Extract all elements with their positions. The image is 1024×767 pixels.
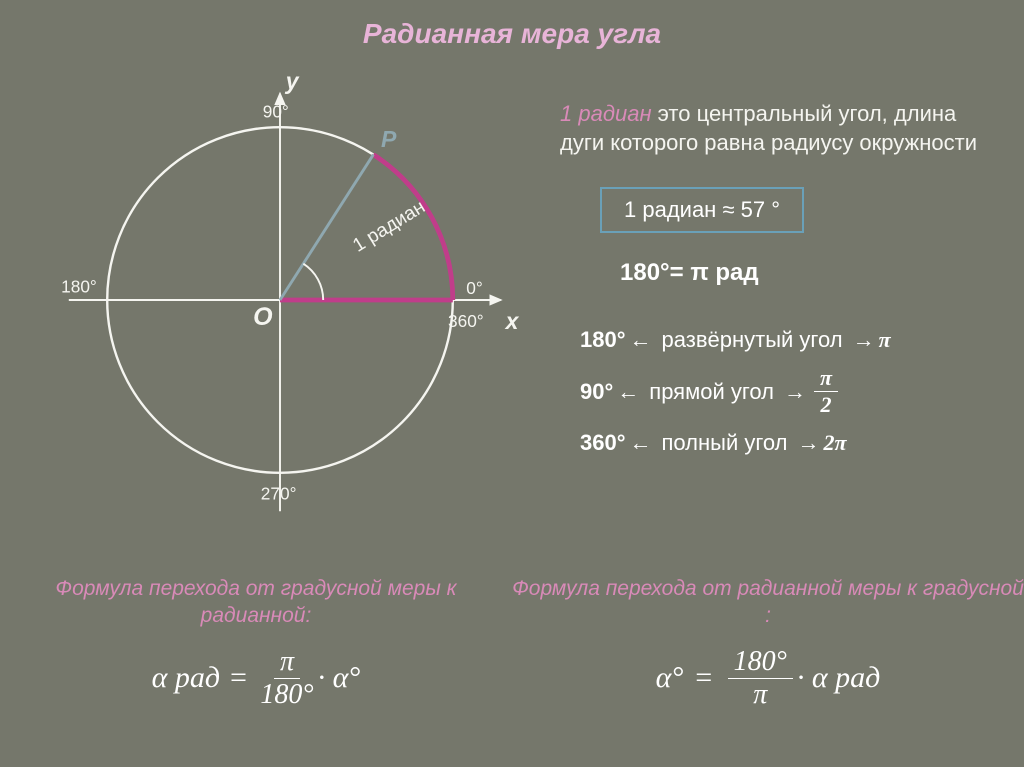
formula-rhs: · α° bbox=[318, 661, 361, 695]
formula-frac: 180° π bbox=[728, 648, 793, 709]
definition-highlight: 1 радиан bbox=[560, 101, 652, 126]
angle-row: 90°←прямой угол→π2 bbox=[580, 367, 990, 416]
svg-text:O: O bbox=[253, 303, 272, 331]
unit-circle-diagram: y x O P 1 радиан 90° 180° 270° 0° 360° bbox=[40, 60, 520, 540]
formula-deg-to-rad: Формула перехода от градусной меры к рад… bbox=[0, 575, 512, 709]
svg-text:0°: 0° bbox=[466, 278, 483, 298]
radian-definition: 1 радиан это центральный угол, длина дуг… bbox=[560, 100, 990, 157]
svg-text:1 радиан: 1 радиан bbox=[349, 197, 429, 257]
angle-row: 360°←полный угол→2π bbox=[580, 430, 990, 456]
formula-rhs: · α рад bbox=[797, 661, 880, 695]
svg-text:360°: 360° bbox=[448, 311, 484, 331]
formula-title-left: Формула перехода от градусной меры к рад… bbox=[0, 575, 512, 630]
svg-text:x: x bbox=[504, 308, 520, 334]
formula-rad-to-deg: Формула перехода от радианной меры к гра… bbox=[512, 575, 1024, 709]
angle-list: 180°←развёрнутый угол→π 90°←прямой угол→π… bbox=[560, 327, 990, 456]
formulas-row: Формула перехода от градусной меры к рад… bbox=[0, 575, 1024, 709]
svg-text:180°: 180° bbox=[61, 276, 97, 296]
formula-eq-left: α рад = π 180° · α° bbox=[0, 648, 512, 709]
formula-frac: π 180° bbox=[260, 648, 313, 709]
formula-lhs: α рад bbox=[152, 661, 220, 695]
formula-lhs: α° bbox=[656, 661, 684, 695]
page-title: Радианная мера угла bbox=[0, 18, 1024, 50]
pi-equation: 180°= π рад bbox=[620, 259, 990, 287]
svg-text:90°: 90° bbox=[263, 102, 289, 122]
svg-text:y: y bbox=[285, 68, 300, 94]
approx-box: 1 радиан ≈ 57 ° bbox=[600, 187, 804, 233]
angle-row: 180°←развёрнутый угол→π bbox=[580, 327, 990, 353]
explanation-column: 1 радиан это центральный угол, длина дуг… bbox=[560, 100, 990, 470]
svg-text:270°: 270° bbox=[261, 484, 297, 504]
formula-title-right: Формула перехода от радианной меры к гра… bbox=[512, 575, 1024, 630]
svg-text:P: P bbox=[381, 126, 397, 152]
formula-eq-right: α° = 180° π · α рад bbox=[512, 648, 1024, 709]
